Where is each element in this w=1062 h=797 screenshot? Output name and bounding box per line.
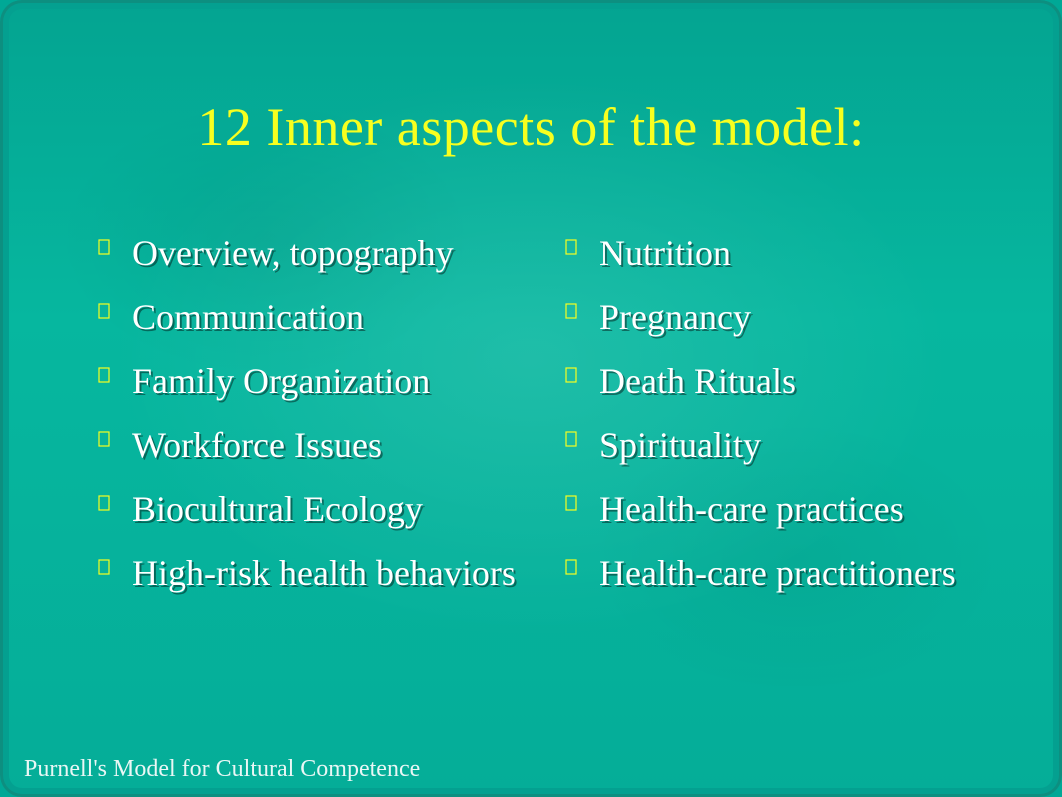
list-item: Overview, topography <box>98 232 535 276</box>
bullet-icon <box>565 424 599 450</box>
list-item: Nutrition <box>565 232 1002 276</box>
list-item: Health-care practitioners <box>565 552 1002 596</box>
list-item: Communication <box>98 296 535 340</box>
list-item: Pregnancy <box>565 296 1002 340</box>
slide-title: 12 Inner aspects of the model: <box>0 96 1062 158</box>
list-item: High-risk health behaviors <box>98 552 535 596</box>
bullet-icon <box>98 232 132 258</box>
slide-footer: Purnell's Model for Cultural Competence <box>24 756 420 783</box>
bullet-icon <box>565 296 599 322</box>
list-item-label: Health-care practices <box>599 488 904 532</box>
list-item-label: Death Rituals <box>599 360 796 404</box>
column-right: Nutrition Pregnancy Death Rituals Spirit… <box>565 232 1002 615</box>
column-left: Overview, topography Communication Famil… <box>98 232 535 615</box>
list-item-label: Pregnancy <box>599 296 751 340</box>
bullet-icon <box>98 552 132 578</box>
list-item: Health-care practices <box>565 488 1002 532</box>
list-item-label: Workforce Issues <box>132 424 382 468</box>
bullet-icon <box>565 552 599 578</box>
list-item: Family Organization <box>98 360 535 404</box>
list-item-label: Spirituality <box>599 424 761 468</box>
slide: 12 Inner aspects of the model: Overview,… <box>0 0 1062 797</box>
list-item-label: Health-care practitioners <box>599 552 956 596</box>
list-item: Death Rituals <box>565 360 1002 404</box>
list-item-label: Communication <box>132 296 364 340</box>
bullet-icon <box>98 424 132 450</box>
bullet-icon <box>565 232 599 258</box>
bullet-icon <box>98 488 132 514</box>
list-item-label: High-risk health behaviors <box>132 552 516 596</box>
list-item: Workforce Issues <box>98 424 535 468</box>
bullet-icon <box>565 488 599 514</box>
list-item: Spirituality <box>565 424 1002 468</box>
slide-content: Overview, topography Communication Famil… <box>98 232 1002 615</box>
list-item: Biocultural Ecology <box>98 488 535 532</box>
list-item-label: Nutrition <box>599 232 731 276</box>
list-item-label: Family Organization <box>132 360 430 404</box>
bullet-icon <box>98 360 132 386</box>
list-item-label: Biocultural Ecology <box>132 488 423 532</box>
bullet-icon <box>98 296 132 322</box>
list-item-label: Overview, topography <box>132 232 454 276</box>
bullet-icon <box>565 360 599 386</box>
